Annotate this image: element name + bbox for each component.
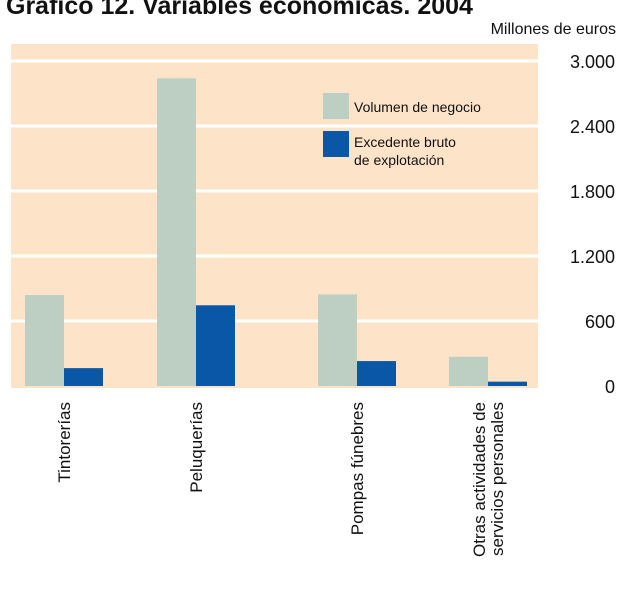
y-tick-label: 0 <box>605 377 615 397</box>
y-axis-ticks: 3.000 2.400 1.800 1.200 600 0 <box>570 52 615 397</box>
legend-label-volumen-de-negocio: Volumen de negocio <box>354 99 481 115</box>
category-label-otras-actividades-de-servicios-personales-line-1: Otras actividades de <box>470 402 489 557</box>
legend-swatch-volumen-de-negocio <box>323 93 349 119</box>
y-tick-label: 2.400 <box>570 117 615 137</box>
legend-label-excedente-bruto-line-2: de explotación <box>354 152 444 168</box>
y-tick-label: 3.000 <box>570 52 615 72</box>
legend: Volumen de negocio Excedente bruto de ex… <box>323 93 481 168</box>
bar-excedente-bruto-de-explotacion-pompas-funebres <box>357 361 396 386</box>
grid-lines <box>11 59 538 323</box>
bar-excedente-bruto-de-explotacion-tintorerias <box>64 368 103 386</box>
y-tick-label: 1.800 <box>570 182 615 202</box>
category-label-tintorerias: Tintorerías <box>55 402 74 483</box>
bars <box>25 78 527 386</box>
legend-label-excedente-bruto: Excedente bruto de explotación <box>354 134 460 168</box>
category-label-otras-actividades-de-servicios-personales-line-2: servicios personales <box>488 402 507 556</box>
bar-volumen-de-negocio-pompas-funebres <box>318 294 357 386</box>
y-tick-label: 600 <box>585 312 615 332</box>
bar-volumen-de-negocio-otras-actividades-de-servicios-personales <box>449 356 488 386</box>
plot-background <box>11 44 538 388</box>
bar-volumen-de-negocio-peluquerias <box>157 78 196 386</box>
category-label-peluquerias: Peluquerías <box>187 402 206 493</box>
y-tick-label: 1.200 <box>570 247 615 267</box>
category-labels: Tintorerías Peluquerías Pompas fúnebres Otr… <box>55 402 507 557</box>
bar-excedente-bruto-de-explotacion-otras-actividades-de-servicios-personales <box>488 381 527 386</box>
unit-label: Millones de euros <box>491 21 616 38</box>
category-label-pompas-funebres: Pompas fúnebres <box>348 402 367 535</box>
legend-swatch-excedente-bruto <box>323 131 349 157</box>
bar-volumen-de-negocio-tintorerias <box>25 295 64 386</box>
bar-excedente-bruto-de-explotacion-peluquerias <box>196 305 235 386</box>
legend-label-excedente-bruto-line-1: Excedente bruto <box>354 134 456 150</box>
chart-title: Gráfico 12. Variables económicas. 2004 <box>6 0 473 20</box>
